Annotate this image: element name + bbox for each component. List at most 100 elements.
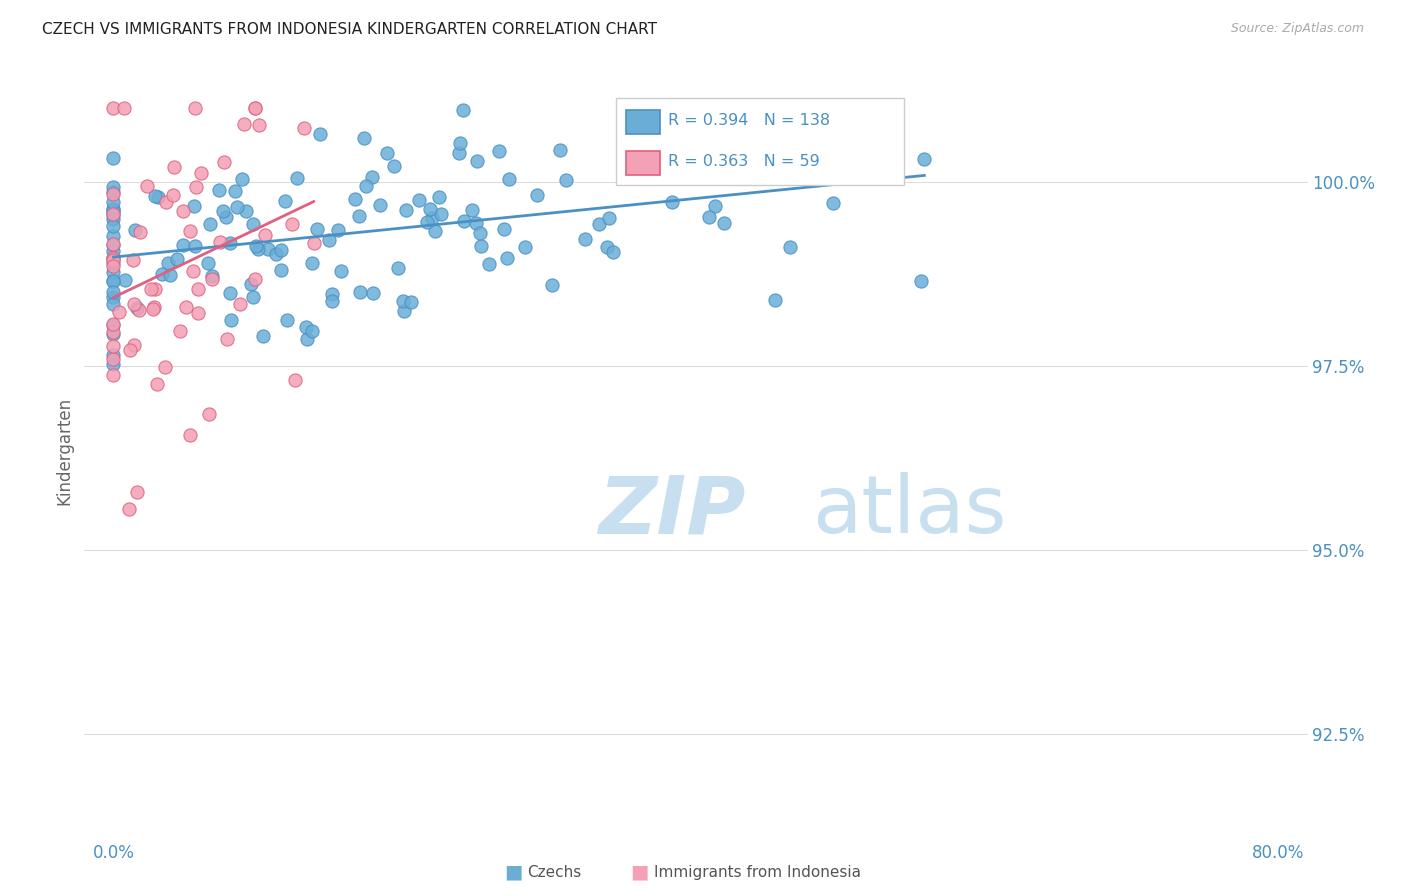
Point [276, 313, 298, 327]
Point [103, 260, 125, 274]
Point [162, 188, 184, 202]
Point [309, 127, 332, 141]
Point [633, 164, 655, 178]
Point [122, 338, 145, 352]
Point [103, 237, 125, 252]
Point [142, 301, 165, 316]
Point [103, 101, 125, 115]
Point [112, 101, 135, 115]
Point [103, 202, 125, 216]
Text: R = 0.363   N = 59: R = 0.363 N = 59 [668, 154, 820, 169]
Point [321, 293, 343, 308]
Point [183, 199, 205, 213]
Point [103, 290, 125, 304]
Point [245, 101, 267, 115]
Point [124, 223, 146, 237]
Point [242, 289, 264, 303]
Point [353, 130, 375, 145]
Point [704, 199, 727, 213]
Point [423, 224, 446, 238]
Point [229, 296, 252, 310]
Point [257, 243, 280, 257]
Point [368, 198, 391, 212]
Point [246, 242, 269, 256]
Point [201, 272, 224, 286]
Point [103, 339, 125, 353]
Point [127, 301, 149, 316]
Point [208, 235, 231, 250]
Point [103, 251, 125, 265]
Point [329, 264, 352, 278]
Point [103, 273, 125, 287]
Point [103, 274, 125, 288]
Point [103, 211, 125, 226]
Point [156, 256, 179, 270]
Point [187, 305, 209, 319]
Point [852, 157, 875, 171]
Point [103, 244, 125, 258]
Point [453, 214, 475, 228]
Point [419, 202, 441, 217]
Point [179, 225, 201, 239]
Point [169, 324, 191, 338]
Point [498, 171, 520, 186]
Point [770, 117, 793, 131]
Point [163, 160, 186, 174]
Point [596, 240, 619, 254]
Point [387, 260, 409, 275]
Point [347, 209, 370, 223]
Point [602, 245, 624, 260]
Point [245, 101, 267, 115]
Point [492, 221, 515, 235]
Point [697, 210, 720, 224]
Point [226, 200, 249, 214]
Point [103, 251, 125, 265]
Point [215, 332, 238, 346]
Text: CZECH VS IMMIGRANTS FROM INDONESIA KINDERGARTEN CORRELATION CHART: CZECH VS IMMIGRANTS FROM INDONESIA KINDE… [42, 22, 657, 37]
Point [212, 155, 235, 169]
Point [555, 173, 578, 187]
Point [326, 222, 349, 236]
Point [103, 368, 125, 382]
Point [430, 207, 453, 221]
Point [201, 268, 224, 283]
Point [118, 502, 141, 516]
Point [453, 103, 475, 117]
Point [198, 407, 221, 421]
Point [714, 159, 737, 173]
Point [295, 319, 318, 334]
Text: Czechs: Czechs [527, 865, 582, 880]
Point [375, 146, 398, 161]
Point [103, 186, 125, 201]
Point [103, 194, 125, 209]
Point [224, 184, 246, 198]
Point [695, 153, 717, 168]
Point [183, 101, 205, 115]
Point [912, 153, 935, 167]
Point [184, 180, 207, 194]
Point [103, 229, 125, 244]
Point [301, 324, 323, 338]
Point [103, 351, 125, 366]
Point [103, 285, 125, 299]
Text: ■: ■ [630, 863, 650, 882]
Point [910, 275, 932, 289]
Point [103, 236, 125, 251]
Point [763, 293, 786, 307]
Point [427, 190, 450, 204]
Point [361, 169, 384, 184]
Point [219, 285, 242, 300]
Point [766, 132, 789, 146]
Point [208, 184, 231, 198]
Point [274, 194, 297, 209]
Point [285, 170, 308, 185]
Text: 80.0%: 80.0% [1253, 845, 1305, 863]
FancyBboxPatch shape [616, 98, 904, 186]
Point [143, 189, 166, 203]
Text: Source: ZipAtlas.com: Source: ZipAtlas.com [1230, 22, 1364, 36]
Point [245, 239, 267, 253]
Point [146, 376, 169, 391]
Point [187, 282, 209, 296]
Point [321, 287, 343, 301]
Point [103, 219, 125, 233]
